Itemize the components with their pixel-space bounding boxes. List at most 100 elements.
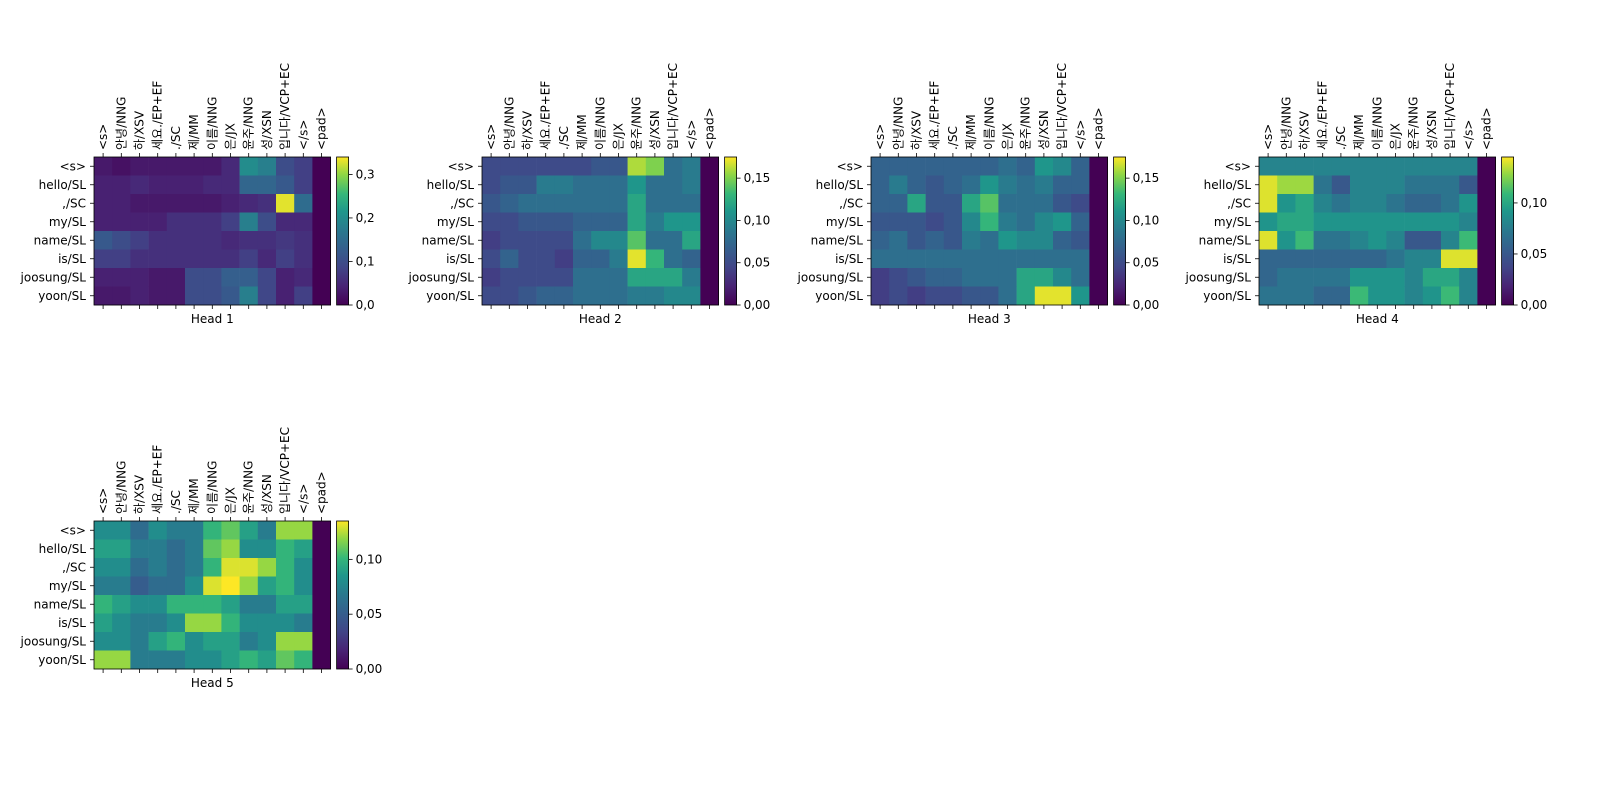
heatmap-cell bbox=[1368, 249, 1387, 269]
heatmap-cell bbox=[645, 286, 665, 306]
key-tick-label: 성/XSN bbox=[260, 474, 274, 514]
heatmap-cell bbox=[682, 194, 701, 213]
heatmap-cell bbox=[500, 157, 519, 176]
heatmap-cell bbox=[500, 268, 519, 287]
heatmap-cell bbox=[1071, 194, 1090, 213]
heatmap-cell bbox=[203, 613, 222, 633]
heatmap-cell bbox=[1071, 231, 1090, 250]
heatmap-cell bbox=[312, 521, 331, 540]
query-tick-label: hello/SL bbox=[427, 178, 475, 192]
key-tick-label: 입니다/VCP+EC bbox=[1055, 63, 1069, 150]
key-tick-label: 하/XSV bbox=[1298, 110, 1312, 150]
heatmap-cell bbox=[130, 539, 149, 559]
heatmap-cell bbox=[312, 268, 331, 287]
heatmap-cell bbox=[148, 268, 168, 287]
heatmap-cell bbox=[185, 632, 204, 651]
heatmap-cell bbox=[1441, 157, 1460, 176]
heatmap-cell bbox=[1277, 268, 1296, 287]
heatmap-cell bbox=[482, 268, 501, 287]
heatmap-cell bbox=[518, 194, 537, 213]
heatmap-cell bbox=[889, 212, 908, 232]
heatmap-cell bbox=[1277, 249, 1296, 269]
heatmap-cell bbox=[609, 231, 628, 250]
heatmap-cell bbox=[518, 268, 537, 287]
query-tick-label: ,/SC bbox=[1227, 196, 1251, 210]
heatmap-cell bbox=[166, 613, 186, 633]
heatmap-cell bbox=[130, 194, 149, 213]
colorbar-tick-label: 0,05 bbox=[356, 607, 383, 621]
heatmap-cell bbox=[276, 613, 295, 633]
heatmap-cell bbox=[312, 650, 331, 670]
heatmap-cell bbox=[925, 268, 945, 287]
heatmap-cell bbox=[925, 157, 945, 176]
heatmap-cell bbox=[312, 157, 331, 176]
heatmap-cell bbox=[1331, 268, 1351, 287]
heatmap-cell bbox=[664, 194, 683, 213]
heatmap-cell bbox=[1422, 286, 1442, 306]
heatmap-cell bbox=[609, 194, 628, 213]
heatmap-cell bbox=[1350, 268, 1369, 287]
key-tick-label: </s> bbox=[296, 484, 310, 514]
heatmap-cell bbox=[1277, 175, 1296, 195]
heatmap-cell bbox=[130, 576, 149, 596]
heatmap-cell bbox=[148, 595, 168, 614]
heatmap-cell bbox=[130, 558, 149, 577]
heatmap-cell bbox=[700, 249, 719, 269]
heatmap-cell bbox=[1313, 212, 1333, 232]
panel-title: Head 5 bbox=[191, 676, 234, 690]
heatmap-cell bbox=[682, 231, 701, 250]
heatmap-cell bbox=[203, 558, 222, 577]
heatmap-cell bbox=[1071, 212, 1090, 232]
query-tick-label: <s> bbox=[60, 523, 86, 537]
query-tick-label: joosung/SL bbox=[20, 634, 87, 648]
heatmap-cell bbox=[943, 175, 963, 195]
heatmap-cell bbox=[166, 175, 186, 195]
heatmap-cell bbox=[1277, 212, 1296, 232]
key-tick-label: 하/XSV bbox=[521, 110, 535, 150]
heatmap-cell bbox=[148, 613, 168, 633]
query-tick-label: name/SL bbox=[422, 233, 475, 247]
heatmap-cell bbox=[682, 268, 701, 287]
heatmap-cell bbox=[166, 231, 186, 250]
heatmap-cell bbox=[185, 157, 204, 176]
colorbar-tick-label: 0,10 bbox=[744, 213, 771, 227]
query-tick-label: joosung/SL bbox=[1185, 270, 1252, 284]
heatmap-cell bbox=[294, 249, 313, 269]
heatmap-cell bbox=[1386, 212, 1405, 232]
heatmap-cell bbox=[962, 212, 981, 232]
heatmap-cell bbox=[554, 249, 574, 269]
heatmap-cell bbox=[1053, 286, 1072, 306]
colorbar bbox=[336, 156, 350, 306]
heatmap-cell bbox=[276, 650, 295, 670]
heatmap-cell bbox=[112, 521, 131, 540]
query-tick-label: yoon/SL bbox=[815, 289, 863, 303]
heatmap-cell bbox=[573, 157, 592, 176]
heatmap-cell bbox=[203, 231, 222, 250]
heatmap-cell bbox=[1441, 175, 1460, 195]
query-tick-label: is/SL bbox=[1223, 252, 1251, 266]
heatmap-cell bbox=[276, 231, 295, 250]
heatmap-cell bbox=[1368, 175, 1387, 195]
heatmap-cell bbox=[312, 576, 331, 596]
colorbar-tick-label: 0,00 bbox=[356, 662, 383, 676]
heatmap-cell bbox=[664, 175, 683, 195]
heatmap-cell bbox=[907, 212, 926, 232]
heatmap-cell bbox=[112, 194, 131, 213]
heatmap-cell bbox=[203, 157, 222, 176]
heatmap-cell bbox=[645, 268, 665, 287]
heatmap-cell bbox=[166, 576, 186, 596]
heatmap-cell bbox=[221, 212, 240, 232]
query-tick-label: name/SL bbox=[811, 233, 864, 247]
heatmap-cell bbox=[112, 613, 131, 633]
heatmap-cell bbox=[112, 212, 131, 232]
heatmap-cell bbox=[1313, 194, 1333, 213]
heatmap-cell bbox=[1441, 268, 1460, 287]
heatmap-cell bbox=[312, 194, 331, 213]
key-tick-label: 은/JX bbox=[1389, 123, 1403, 150]
heatmap-cell bbox=[962, 231, 981, 250]
colorbar-tick-label: 0,10 bbox=[1133, 213, 1160, 227]
heatmap-cell bbox=[130, 231, 149, 250]
heatmap-cell bbox=[1459, 231, 1478, 250]
heatmap-cell bbox=[1368, 157, 1387, 176]
key-tick-label: 입니다/VCP+EC bbox=[1443, 63, 1457, 150]
